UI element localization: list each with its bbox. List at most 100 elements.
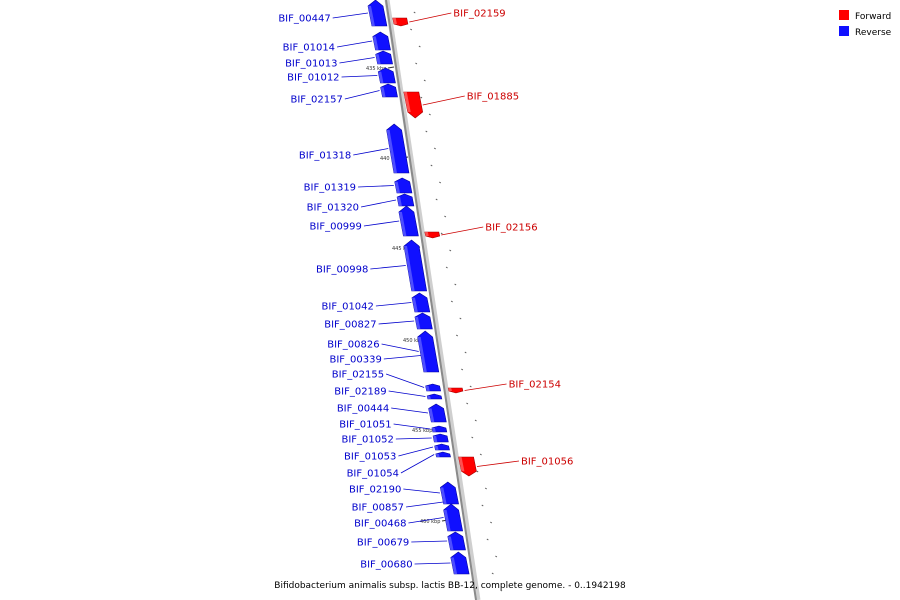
gene-bif-00998[interactable]: BIF_00998 [316, 239, 428, 292]
minor-dash [433, 147, 436, 150]
gene-label: BIF_02190 [349, 485, 401, 496]
gene-label: BIF_01053 [344, 452, 396, 463]
gene-shading [447, 536, 454, 550]
gene-bif-00339[interactable]: BIF_00339 [329, 355, 421, 366]
gene-bif-00447[interactable]: BIF_00447 [278, 0, 388, 27]
gene-bif-01042[interactable]: BIF_01042 [322, 292, 431, 313]
minor-dash [454, 283, 457, 286]
minor-dash [476, 470, 479, 473]
leader-line [378, 320, 415, 325]
minor-dash [479, 453, 482, 456]
tick-label: 450 kbp [403, 338, 423, 344]
minor-dash [464, 351, 467, 354]
gene-bif-02156[interactable]: BIF_02156 [424, 223, 538, 239]
gene-bif-00826[interactable]: BIF_00826 [327, 330, 440, 373]
gene-bif-00857[interactable]: BIF_00857 [352, 501, 444, 514]
gene-bif-00468[interactable]: BIF_00468 [354, 503, 464, 532]
gene-bif-01051[interactable]: BIF_01051 [339, 420, 448, 433]
gene-bif-00444[interactable]: BIF_00444 [337, 404, 447, 423]
leader-line [358, 185, 394, 188]
gene-label: BIF_01320 [307, 203, 359, 214]
minor-dash [471, 436, 474, 439]
gene-shading [404, 246, 415, 291]
gene-shape[interactable] [431, 425, 448, 433]
gene-shading [411, 297, 418, 312]
minor-dash [486, 538, 489, 541]
leader-line [391, 407, 429, 414]
gene-label: BIF_02189 [334, 387, 386, 398]
gene-shape[interactable] [434, 443, 450, 451]
minor-dash [430, 164, 433, 167]
gene-bif-01319[interactable]: BIF_01319 [304, 177, 413, 194]
gene-bif-01054[interactable]: BIF_01054 [347, 451, 451, 480]
gene-bif-02154[interactable]: BIF_02154 [447, 380, 561, 394]
gene-bif-02159[interactable]: BIF_02159 [392, 9, 506, 27]
minor-dash [445, 266, 448, 269]
tick-label: 460 kbp [420, 519, 440, 525]
gene-bif-01012[interactable]: BIF_01012 [287, 67, 396, 84]
gene-label: BIF_00826 [327, 340, 379, 351]
minor-dash [440, 232, 443, 235]
tick-label: 435 kbp [366, 66, 386, 72]
gene-shading [428, 408, 435, 422]
gene-shape[interactable] [435, 451, 451, 458]
minor-tick-dashes [410, 11, 503, 592]
leader-line [375, 302, 412, 307]
minor-dash [484, 487, 487, 490]
gene-shading [443, 510, 451, 531]
gene-bif-02190[interactable]: BIF_02190 [349, 481, 459, 505]
gene-label: BIF_01013 [285, 59, 337, 70]
gene-bif-01320[interactable]: BIF_01320 [307, 193, 415, 214]
minor-dash [459, 317, 462, 320]
gene-bif-02155[interactable]: BIF_02155 [332, 370, 442, 392]
minor-dash [428, 113, 431, 116]
minor-dash [495, 555, 498, 558]
gene-shading [458, 457, 465, 472]
genome-axis [385, 0, 477, 600]
gene-bif-01885[interactable]: BIF_01885 [403, 92, 519, 119]
minor-dash [423, 79, 426, 82]
gene-bif-02157[interactable]: BIF_02157 [290, 83, 398, 106]
gene-bif-01014[interactable]: BIF_01014 [283, 31, 391, 54]
gene-label: BIF_01054 [347, 469, 399, 480]
gene-bif-00999[interactable]: BIF_00999 [310, 205, 419, 237]
gene-bif-01053[interactable]: BIF_01053 [344, 443, 450, 463]
minor-dash [455, 334, 459, 337]
gene-label: BIF_01318 [299, 151, 351, 162]
gene-shading [433, 436, 438, 442]
gene-bif-01052[interactable]: BIF_01052 [341, 433, 449, 446]
leader-line [388, 390, 426, 397]
gene-label: BIF_01319 [304, 183, 356, 194]
gene-label: BIF_00339 [329, 355, 381, 366]
leader-line [476, 460, 520, 467]
gene-shape[interactable] [425, 383, 442, 392]
leader-line [341, 75, 378, 78]
gene-bif-01318[interactable]: BIF_01318 [299, 123, 410, 174]
gene-shading [417, 337, 427, 372]
gene-shading [394, 181, 400, 193]
minor-dash [490, 521, 493, 524]
gene-label: BIF_02155 [332, 370, 384, 381]
legend-reverse-label: Reverse [855, 28, 892, 38]
gene-label: BIF_00447 [278, 14, 330, 25]
gene-bif-01013[interactable]: BIF_01013 [285, 50, 393, 70]
leader-line [400, 454, 435, 474]
gene-bif-00827[interactable]: BIF_00827 [324, 312, 433, 331]
minor-dash [410, 28, 413, 31]
gene-label: BIF_01014 [283, 43, 335, 54]
gene-shape[interactable] [426, 393, 443, 400]
leader-line [385, 373, 425, 388]
gene-bif-00680[interactable]: BIF_00680 [360, 551, 470, 575]
gene-bif-01056[interactable]: BIF_01056 [458, 457, 574, 477]
gene-label: BIF_00857 [352, 503, 404, 514]
minor-dash [469, 385, 472, 388]
minor-dash [450, 300, 453, 303]
gene-bif-00679[interactable]: BIF_00679 [357, 531, 466, 551]
gene-shading [448, 388, 452, 391]
gene-bif-02189[interactable]: BIF_02189 [334, 387, 443, 400]
gene-shading [450, 557, 458, 574]
gene-shading [414, 317, 421, 329]
gene-label: BIF_00680 [360, 560, 412, 571]
leader-line [363, 220, 400, 227]
